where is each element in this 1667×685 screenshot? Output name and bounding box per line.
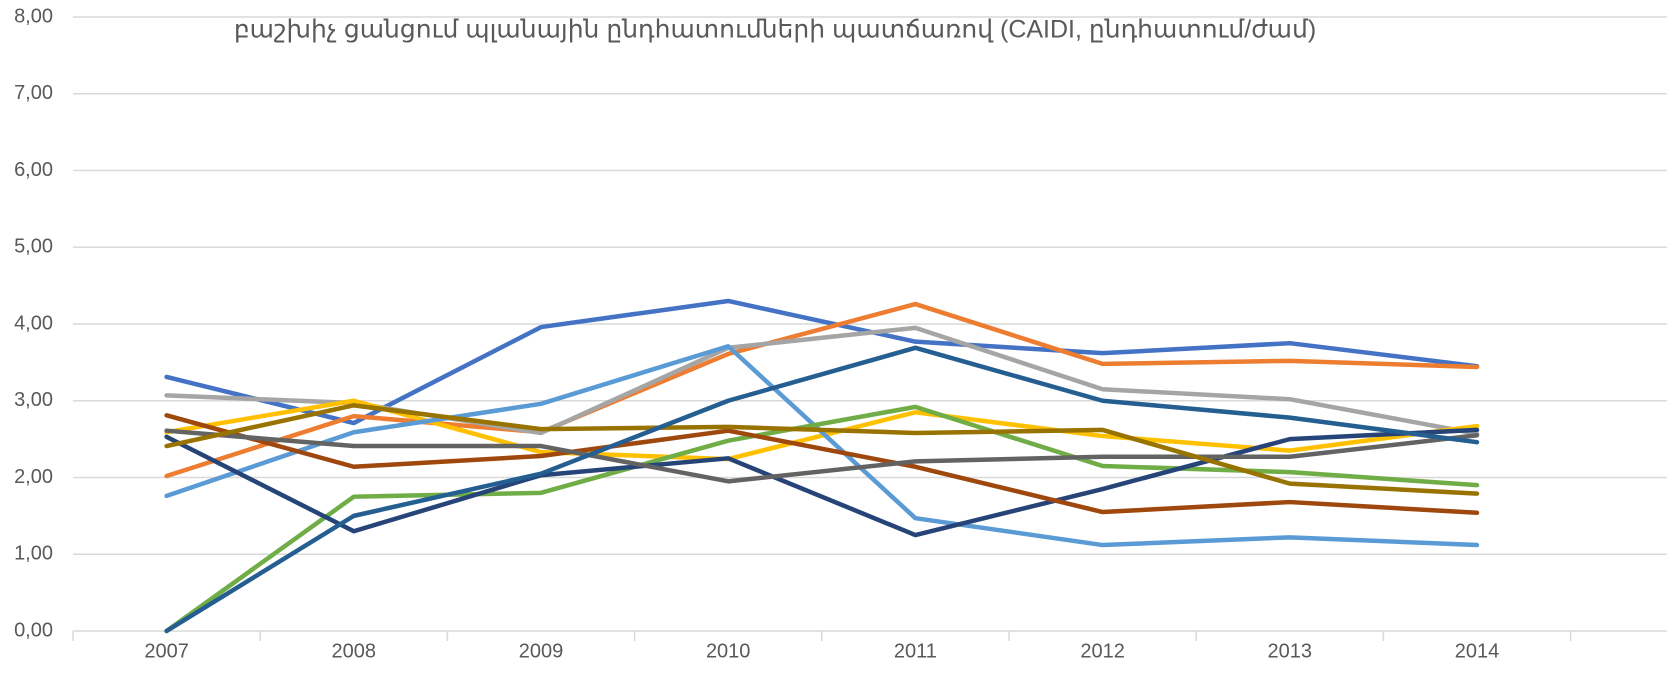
y-tick-label: 2,00 [14, 466, 53, 488]
y-tick-label: 7,00 [14, 82, 53, 104]
series-line [164, 345, 1480, 634]
series-line [164, 301, 1480, 479]
chart-title: բաշխիչ ցանցում պլանային ընդհատումների պա… [234, 16, 1316, 44]
y-tick-label: 0,00 [14, 619, 53, 641]
series-line [164, 403, 1480, 496]
y-tick-label: 3,00 [14, 389, 53, 411]
y-tick-label: 8,00 [14, 5, 53, 27]
series-line [164, 413, 1480, 516]
series-line [164, 428, 1480, 484]
y-tick-label: 6,00 [14, 159, 53, 181]
series-line [164, 404, 1480, 634]
y-tick-label: 4,00 [14, 312, 53, 334]
x-tick-label: 2010 [706, 640, 751, 662]
y-tick-label: 5,00 [14, 236, 53, 258]
x-tick-label: 2014 [1455, 640, 1500, 662]
series-line [164, 427, 1480, 538]
x-tick-label: 2012 [1080, 640, 1125, 662]
x-tick-label: 2008 [332, 640, 377, 662]
y-tick-label: 1,00 [14, 543, 53, 565]
x-tick-label: 2007 [144, 640, 189, 662]
x-tick-label: 2009 [519, 640, 564, 662]
series-line [164, 344, 1480, 548]
x-tick-label: 2013 [1268, 640, 1313, 662]
x-tick-label: 2011 [894, 640, 937, 662]
